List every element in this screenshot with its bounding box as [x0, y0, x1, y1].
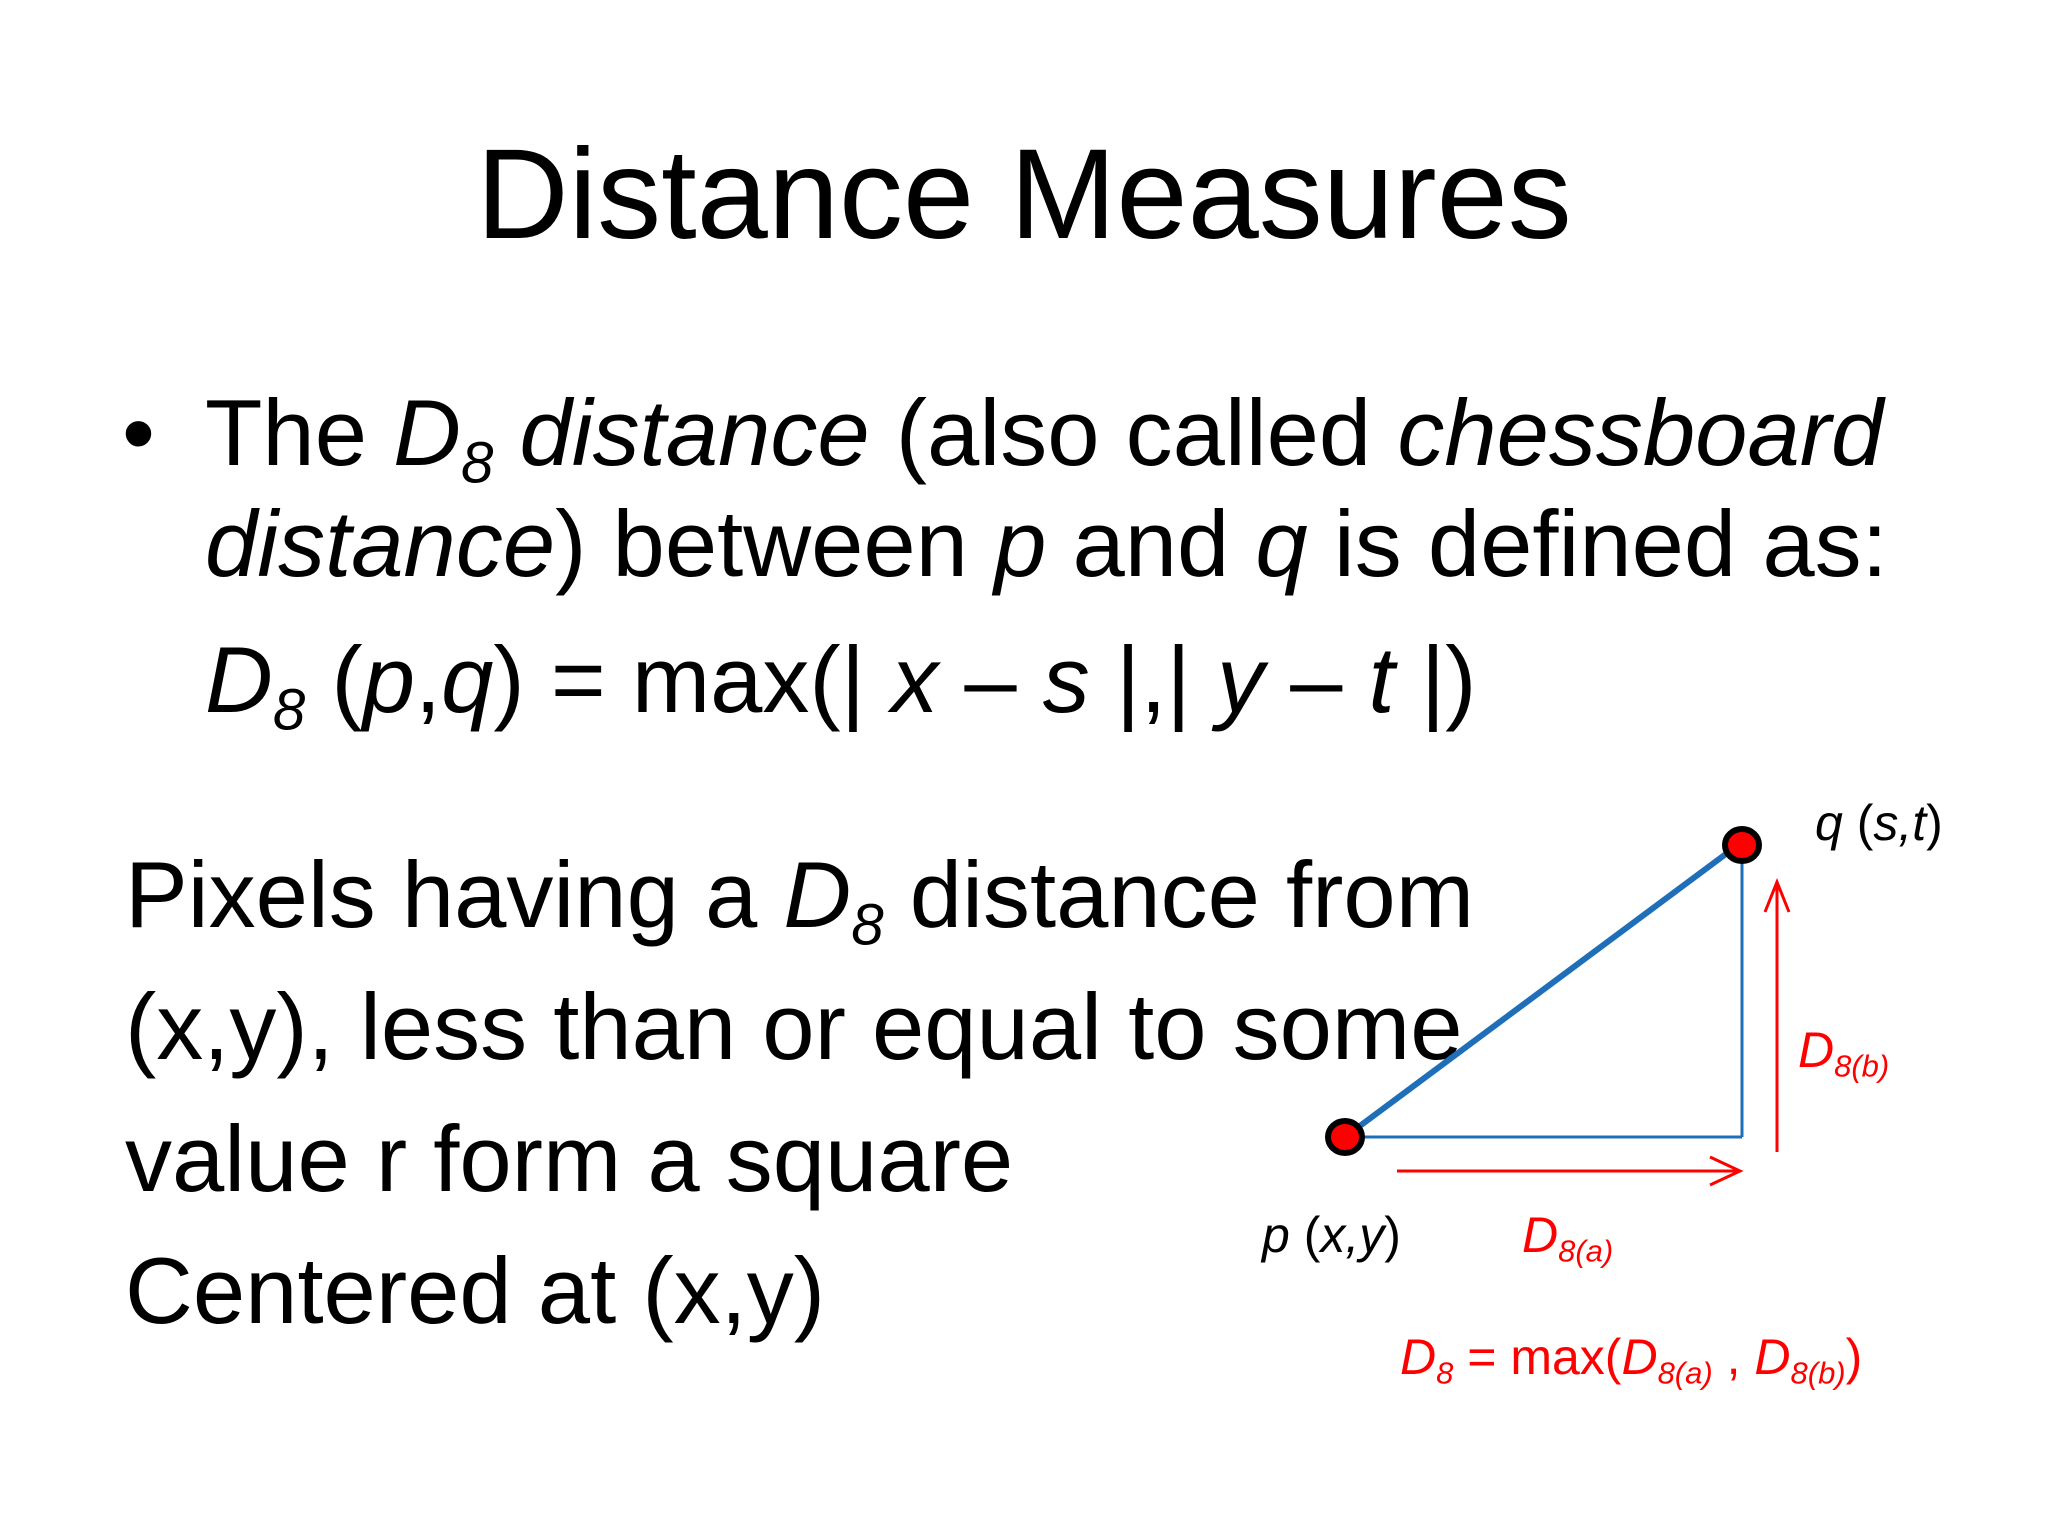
- d8-max-equation: D8 = max(D8(a) , D8(b)): [1400, 1327, 1863, 1391]
- paragraph-line-2: (x,y), less than or equal to some: [125, 974, 1463, 1079]
- text: y: [1216, 627, 1264, 732]
- text: and: [1046, 491, 1256, 596]
- text: (: [305, 627, 363, 732]
- text: Pixels having a: [125, 842, 784, 947]
- text: ,: [415, 627, 442, 732]
- d8b-label: D8(b): [1798, 1020, 1890, 1084]
- text: ): [1926, 795, 1943, 851]
- text: 8(a): [1657, 1355, 1713, 1391]
- text: p: [1262, 1207, 1290, 1263]
- text: D: [783, 842, 852, 947]
- text: distance from: [883, 842, 1475, 947]
- q-label: q (s,t): [1815, 793, 1943, 853]
- arrow-d8b: [1763, 877, 1791, 1152]
- text: = max(: [1453, 1329, 1622, 1385]
- text: x: [891, 627, 939, 732]
- text: –: [938, 627, 1043, 732]
- text: p: [994, 491, 1047, 596]
- text: ) between: [555, 491, 995, 596]
- text: q: [1255, 491, 1308, 596]
- text: 8(a): [1558, 1233, 1614, 1269]
- text: x,y: [1320, 1207, 1385, 1263]
- bullet-marker: •: [122, 380, 155, 485]
- text: (: [1289, 1207, 1321, 1263]
- text: s,t: [1873, 795, 1927, 851]
- bullet-line-1: The D8 distance (also called chessboard: [205, 378, 1884, 492]
- text: ,: [1712, 1329, 1755, 1385]
- text: –: [1263, 627, 1369, 732]
- hypotenuse: [1343, 839, 1744, 1140]
- text: distance: [493, 380, 870, 485]
- text: D: [393, 380, 461, 485]
- text: |,|: [1089, 627, 1217, 732]
- slide-title: Distance Measures: [476, 123, 1572, 266]
- text: ): [1845, 1329, 1863, 1385]
- text: ): [1384, 1207, 1401, 1263]
- text: 8: [272, 677, 306, 743]
- point-p: [1325, 1118, 1365, 1156]
- text: t: [1368, 627, 1395, 732]
- text: D: [1621, 1329, 1658, 1385]
- d8a-label: D8(a): [1522, 1205, 1614, 1269]
- text: (also called: [869, 380, 1398, 485]
- text: 8(b): [1790, 1355, 1846, 1391]
- text: ) = max(|: [493, 627, 892, 732]
- text: p: [362, 627, 415, 732]
- text: D: [205, 627, 273, 732]
- text: 8: [460, 430, 494, 496]
- d8-formula: D8 (p,q) = max(| x – s |,| y – t |): [205, 625, 1477, 739]
- text: q: [1815, 795, 1843, 851]
- text: (: [1842, 795, 1874, 851]
- text: D: [1798, 1022, 1835, 1078]
- p-label: p (x,y): [1262, 1205, 1401, 1265]
- text: chessboard: [1397, 380, 1884, 485]
- text: 8: [1436, 1355, 1454, 1391]
- text: |): [1394, 627, 1477, 732]
- paragraph-line-4: Centered at (x,y): [125, 1238, 826, 1343]
- text: is defined as:: [1307, 491, 1888, 596]
- text: q: [441, 627, 494, 732]
- text: 8(b): [1834, 1048, 1890, 1084]
- arrow-d8a: [1397, 1155, 1744, 1187]
- point-q: [1722, 826, 1762, 864]
- paragraph-line-3: value r form a square: [125, 1106, 1014, 1211]
- paragraph-line-1: Pixels having a D8 distance from: [125, 840, 1475, 954]
- text: s: [1042, 627, 1090, 732]
- text: 8: [851, 892, 884, 958]
- text: D: [1400, 1329, 1437, 1385]
- text: The: [205, 380, 394, 485]
- text: distance: [205, 491, 556, 596]
- bullet-line-2: distance) between p and q is defined as:: [205, 489, 1888, 599]
- text: D: [1754, 1329, 1791, 1385]
- text: D: [1522, 1207, 1559, 1263]
